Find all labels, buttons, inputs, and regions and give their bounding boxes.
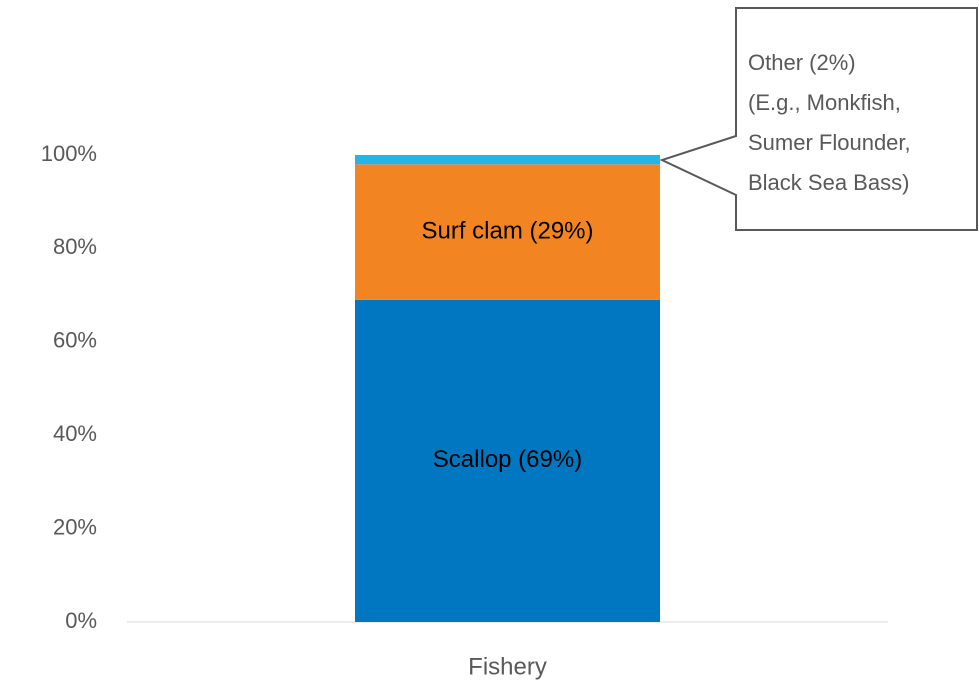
bar-segment — [355, 164, 660, 300]
y-tick-label: 60% — [53, 328, 97, 353]
data-label: Scallop (69%) — [433, 446, 582, 473]
y-tick-label: 100% — [41, 141, 97, 166]
y-tick-label: 20% — [53, 514, 97, 539]
bar-segment — [355, 299, 660, 622]
data-label: Surf clam (29%) — [421, 217, 593, 244]
callout-label: Other (2%) — [748, 50, 856, 75]
callout-box — [659, 7, 978, 231]
y-tick-label: 40% — [53, 421, 97, 446]
annotation: (E.g., Monkfish, — [748, 90, 901, 115]
y-tick-label: 0% — [65, 608, 97, 633]
y-tick-label: 80% — [53, 234, 97, 259]
annotation: Black Sea Bass) — [748, 170, 909, 195]
annotation: Sumer Flounder, — [748, 130, 911, 155]
x-tick-label: Fishery — [468, 653, 547, 680]
bar-segment — [355, 155, 660, 165]
